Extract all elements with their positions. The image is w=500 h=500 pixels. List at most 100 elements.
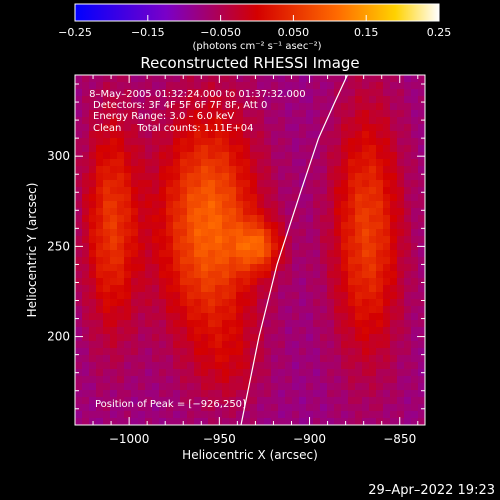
heatmap-cell bbox=[103, 166, 111, 174]
heatmap-cell bbox=[201, 180, 209, 188]
heatmap-cell bbox=[404, 292, 412, 300]
plot-frame bbox=[74, 74, 426, 426]
heatmap-cell bbox=[117, 166, 125, 174]
heatmap-cell bbox=[152, 278, 160, 286]
heatmap-cell bbox=[159, 96, 167, 104]
heatmap-cell bbox=[145, 271, 153, 279]
heatmap-cell bbox=[404, 369, 412, 377]
heatmap-cell bbox=[243, 229, 251, 237]
heatmap-cell bbox=[292, 320, 300, 328]
heatmap-cell bbox=[131, 278, 139, 286]
heatmap-cell bbox=[173, 124, 181, 132]
heatmap-cell bbox=[236, 96, 244, 104]
heatmap-cell bbox=[89, 166, 97, 174]
heatmap-cell bbox=[145, 75, 153, 83]
heatmap-cell bbox=[257, 187, 265, 195]
heatmap-cell bbox=[166, 145, 174, 153]
heatmap-cell bbox=[369, 117, 377, 125]
heatmap-cell bbox=[313, 166, 321, 174]
heatmap-cell bbox=[236, 229, 244, 237]
heatmap-cell bbox=[250, 341, 258, 349]
heatmap-cell bbox=[236, 250, 244, 258]
heatmap-cell bbox=[404, 404, 412, 412]
heatmap-cell bbox=[383, 103, 391, 111]
heatmap-cell bbox=[96, 75, 104, 83]
heatmap-cell bbox=[271, 103, 279, 111]
heatmap-cell bbox=[404, 341, 412, 349]
heatmap-cell bbox=[362, 173, 370, 181]
heatmap-cell bbox=[383, 383, 391, 391]
heatmap-cell bbox=[117, 341, 125, 349]
heatmap-cell bbox=[152, 306, 160, 314]
heatmap-cell bbox=[89, 341, 97, 349]
heatmap-cell bbox=[341, 194, 349, 202]
heatmap-cell bbox=[397, 201, 405, 209]
heatmap-cell bbox=[257, 320, 265, 328]
heatmap-cell bbox=[145, 159, 153, 167]
heatmap-cell bbox=[264, 96, 272, 104]
heatmap-cell bbox=[145, 383, 153, 391]
heatmap-cell bbox=[75, 96, 83, 104]
heatmap-cell bbox=[145, 299, 153, 307]
heatmap-cell bbox=[278, 334, 286, 342]
heatmap-cell bbox=[173, 404, 181, 412]
heatmap-cell bbox=[194, 208, 202, 216]
heatmap-cell bbox=[250, 152, 258, 160]
heatmap-cell bbox=[418, 250, 425, 258]
heatmap-cell bbox=[201, 236, 209, 244]
heatmap-cell bbox=[404, 320, 412, 328]
heatmap-cell bbox=[250, 348, 258, 356]
heatmap-cell bbox=[194, 257, 202, 265]
heatmap-cell bbox=[278, 257, 286, 265]
heatmap-cell bbox=[285, 152, 293, 160]
heatmap-cell bbox=[264, 320, 272, 328]
heatmap-cell bbox=[159, 229, 167, 237]
heatmap-cell bbox=[229, 243, 237, 251]
heatmap-cell bbox=[117, 257, 125, 265]
heatmap-cell bbox=[173, 236, 181, 244]
heatmap-cell bbox=[320, 327, 328, 335]
heatmap-cell bbox=[173, 243, 181, 251]
heatmap-cell bbox=[82, 166, 90, 174]
heatmap-cell bbox=[334, 369, 342, 377]
heatmap-cell bbox=[390, 222, 398, 230]
heatmap-cell bbox=[418, 327, 425, 335]
heatmap-cell bbox=[166, 348, 174, 356]
heatmap-cell bbox=[418, 145, 425, 153]
heatmap-cell bbox=[138, 131, 146, 139]
heatmap-cell bbox=[292, 145, 300, 153]
heatmap-cell bbox=[362, 341, 370, 349]
heatmap-cell bbox=[369, 348, 377, 356]
heatmap-cell bbox=[334, 131, 342, 139]
heatmap-cell bbox=[264, 362, 272, 370]
heatmap-cell bbox=[89, 383, 97, 391]
heatmap-cell bbox=[306, 124, 314, 132]
heatmap-cell bbox=[404, 306, 412, 314]
heatmap-cell bbox=[341, 222, 349, 230]
heatmap-cell bbox=[250, 334, 258, 342]
heatmap-cell bbox=[383, 278, 391, 286]
heatmap-cell bbox=[355, 299, 363, 307]
heatmap-cell bbox=[201, 320, 209, 328]
heatmap-cell bbox=[180, 243, 188, 251]
heatmap-cell bbox=[152, 271, 160, 279]
heatmap-cell bbox=[173, 418, 181, 425]
heatmap-cell bbox=[208, 96, 216, 104]
heatmap-cell bbox=[187, 362, 195, 370]
heatmap-cell bbox=[341, 299, 349, 307]
heatmap-cell bbox=[194, 117, 202, 125]
heatmap-cell bbox=[201, 278, 209, 286]
heatmap-cell bbox=[369, 215, 377, 223]
heatmap-cell bbox=[320, 271, 328, 279]
heatmap-cell bbox=[348, 124, 356, 132]
heatmap-cell bbox=[390, 313, 398, 321]
heatmap-cell bbox=[208, 418, 216, 425]
heatmap-cell bbox=[75, 404, 83, 412]
heatmap-cell bbox=[75, 138, 83, 146]
heatmap-cell bbox=[306, 229, 314, 237]
heatmap-cell bbox=[131, 299, 139, 307]
heatmap-cell bbox=[194, 313, 202, 321]
heatmap-cell bbox=[285, 264, 293, 272]
y-tick-label: 300 bbox=[47, 149, 70, 163]
heatmap-cell bbox=[418, 75, 425, 83]
